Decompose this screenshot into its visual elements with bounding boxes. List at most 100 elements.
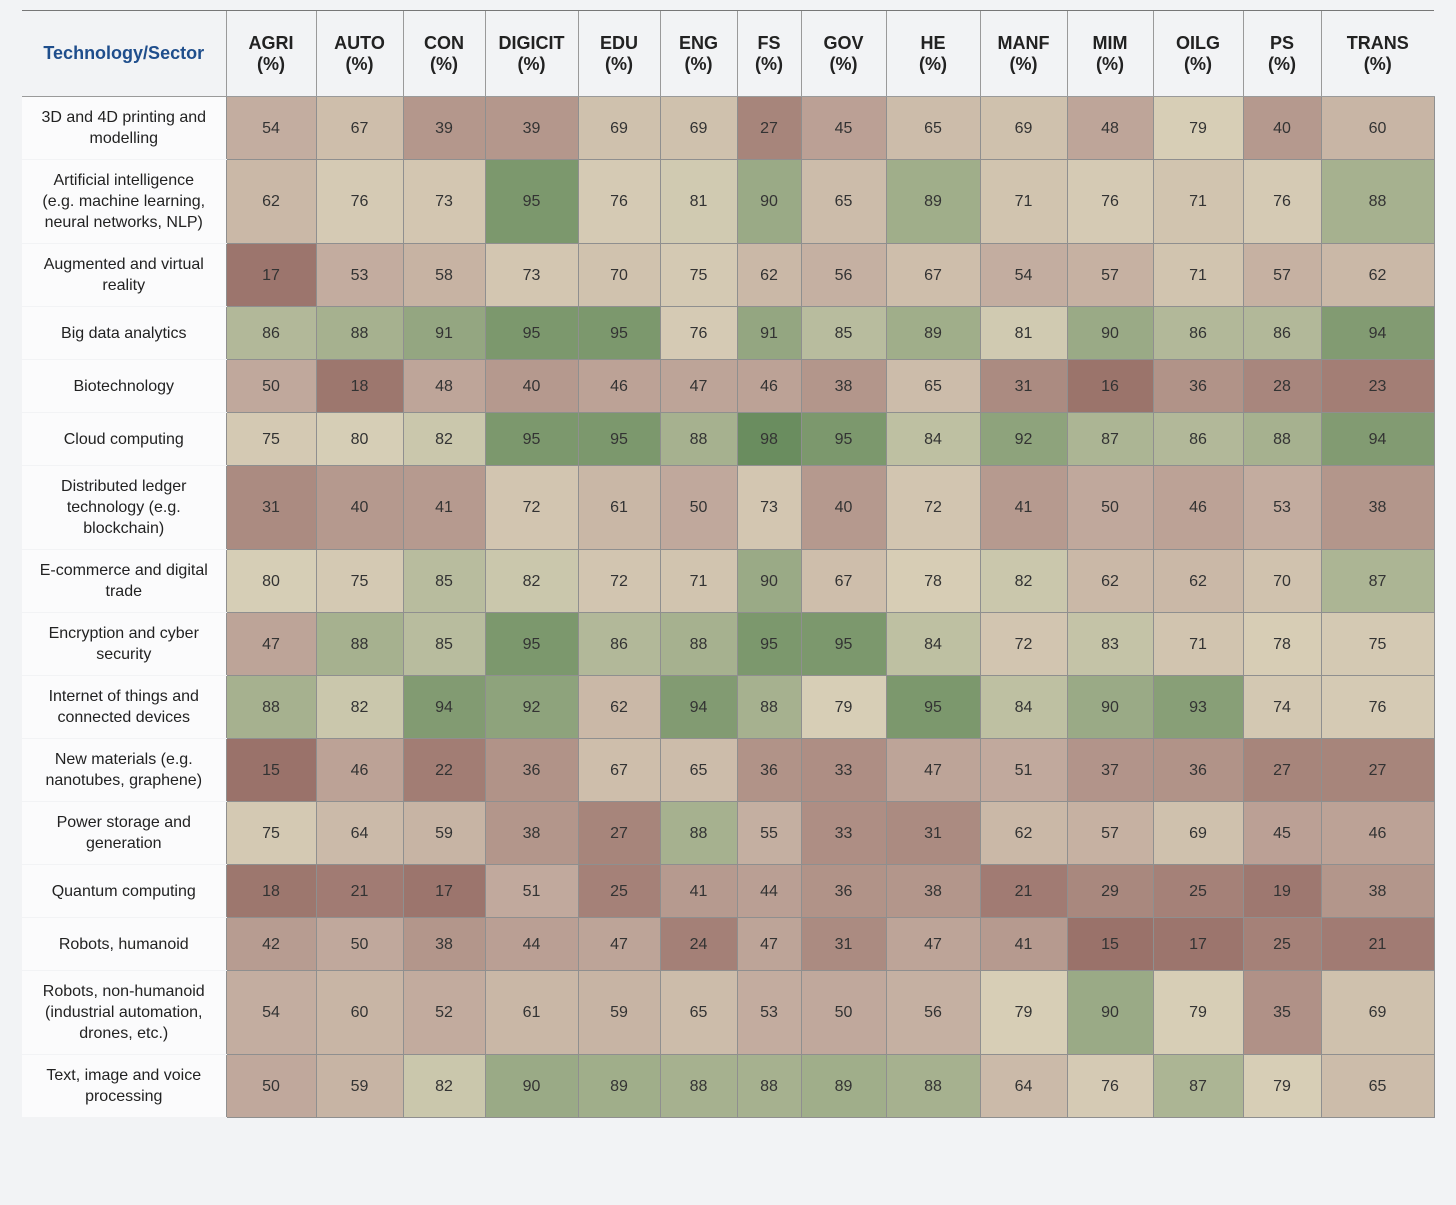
heat-cell: 88 xyxy=(659,412,738,466)
heat-cell: 87 xyxy=(1152,1054,1244,1118)
heat-cell: 36 xyxy=(800,864,887,918)
cell-value: 59 xyxy=(435,824,453,842)
column-header-text: DIGICIT (%) xyxy=(498,32,565,74)
column-header-text: EDU (%) xyxy=(599,32,638,74)
cell-value: 25 xyxy=(1273,935,1291,953)
cell-value: 85 xyxy=(435,635,453,653)
cell-value: 75 xyxy=(262,430,280,448)
heat-cell: 88 xyxy=(736,1054,802,1118)
heat-cell: 25 xyxy=(1242,917,1322,971)
cell-value: 85 xyxy=(435,572,453,590)
row-label: Big data analytics xyxy=(22,306,226,360)
heat-cell: 65 xyxy=(1320,1054,1435,1118)
heat-cell: 76 xyxy=(577,159,661,244)
cell-value: 65 xyxy=(689,1004,708,1021)
cell-value: 45 xyxy=(834,119,853,137)
header-row: Technology/Sector AGRI (%) AUTO (%) CON (%… xyxy=(22,10,1434,97)
cell-value: 73 xyxy=(435,193,453,210)
cell-value: 50 xyxy=(262,377,280,395)
row-label: Quantum computing xyxy=(22,864,226,918)
cell-value: 44 xyxy=(522,935,541,953)
cell-value: 46 xyxy=(760,377,778,395)
cell-value: 50 xyxy=(262,1077,280,1095)
cell-value: 17 xyxy=(435,882,453,900)
cell-value: 90 xyxy=(1101,324,1119,342)
heat-cell: 65 xyxy=(800,159,887,244)
cell-value: 81 xyxy=(689,193,708,210)
heat-cell: 94 xyxy=(1320,306,1435,360)
corner-label: Technology/Sector xyxy=(22,10,226,97)
heat-cell: 44 xyxy=(736,864,802,918)
cell-value: 53 xyxy=(760,1004,778,1021)
cell-value: 27 xyxy=(760,119,778,137)
cell-value: 90 xyxy=(1101,698,1119,716)
cell-value: 91 xyxy=(435,324,453,342)
heat-cell: 42 xyxy=(225,917,317,971)
heat-cell: 48 xyxy=(402,359,486,413)
cell-value: 61 xyxy=(610,499,628,516)
table-row: Encryption and cyber security 47 88 85 95 86 8… xyxy=(22,612,1435,676)
row-label: Robots, non-humanoid (industrial automat… xyxy=(22,970,226,1055)
heat-cell: 73 xyxy=(736,465,802,550)
cell-value: 80 xyxy=(350,430,369,448)
cell-value: 69 xyxy=(689,119,708,137)
row-label: Augmented and virtual reality xyxy=(22,243,226,307)
heat-cell: 59 xyxy=(315,1054,404,1118)
column-header: MANF (%) xyxy=(979,10,1067,97)
heat-cell: 37 xyxy=(1066,738,1154,802)
heat-cell: 82 xyxy=(979,549,1068,613)
cell-value: 38 xyxy=(1368,882,1387,900)
cell-value: 82 xyxy=(350,698,369,716)
cell-value: 46 xyxy=(350,761,369,779)
heat-cell: 88 xyxy=(1242,412,1322,466)
cell-value: 45 xyxy=(1273,824,1291,842)
cell-value: 86 xyxy=(262,324,280,342)
column-header-text: ENG (%) xyxy=(678,32,718,74)
heat-cell: 76 xyxy=(659,306,738,360)
cell-value: 67 xyxy=(350,119,369,137)
heat-cell: 95 xyxy=(885,675,981,739)
table-row: New materials (e.g. nanotubes, graphene)… xyxy=(22,738,1435,802)
cell-value: 40 xyxy=(522,377,541,395)
heat-cell: 46 xyxy=(577,359,661,413)
cell-value: 95 xyxy=(610,430,628,448)
cell-value: 62 xyxy=(1189,572,1207,590)
cell-value: 86 xyxy=(610,635,628,653)
heat-cell: 38 xyxy=(484,801,579,865)
cell-value: 17 xyxy=(1189,935,1207,953)
cell-value: 60 xyxy=(1368,119,1387,137)
cell-value: 79 xyxy=(1189,1004,1207,1021)
heat-cell: 79 xyxy=(1152,96,1244,160)
heat-cell: 62 xyxy=(979,801,1068,865)
cell-value: 89 xyxy=(924,324,942,342)
cell-value: 70 xyxy=(610,266,628,284)
cell-value: 59 xyxy=(610,1004,628,1021)
heat-cell: 45 xyxy=(800,96,887,160)
heat-cell: 62 xyxy=(736,243,802,307)
heat-cell: 73 xyxy=(484,243,579,307)
table-body: 3D and 4D printing and modelling 54 67 39 39… xyxy=(22,96,1435,1118)
cell-value: 47 xyxy=(760,935,778,953)
table-row: Distributed ledger technology (e.g. bloc… xyxy=(22,465,1435,550)
heat-cell: 16 xyxy=(1066,359,1154,413)
heat-cell: 61 xyxy=(484,970,579,1055)
cell-value: 88 xyxy=(760,698,778,716)
heat-cell: 88 xyxy=(1320,159,1435,244)
cell-value: 41 xyxy=(1014,499,1033,516)
cell-value: 95 xyxy=(522,193,541,210)
cell-value: 76 xyxy=(1368,698,1387,716)
cell-value: 88 xyxy=(924,1077,942,1095)
table-row: Biotechnology 50 18 48 40 46 47 46 38 65 31 16 36 28 2… xyxy=(22,359,1435,413)
heat-cell: 82 xyxy=(484,549,579,613)
cell-value: 89 xyxy=(924,193,942,210)
cell-value: 79 xyxy=(834,698,853,716)
cell-value: 57 xyxy=(1273,266,1291,284)
cell-value: 82 xyxy=(1014,572,1033,590)
cell-value: 55 xyxy=(760,824,778,842)
heat-cell: 59 xyxy=(402,801,486,865)
cell-value: 41 xyxy=(435,499,453,516)
heat-cell: 90 xyxy=(1066,675,1154,739)
cell-value: 38 xyxy=(834,377,853,395)
heat-cell: 36 xyxy=(484,738,579,802)
